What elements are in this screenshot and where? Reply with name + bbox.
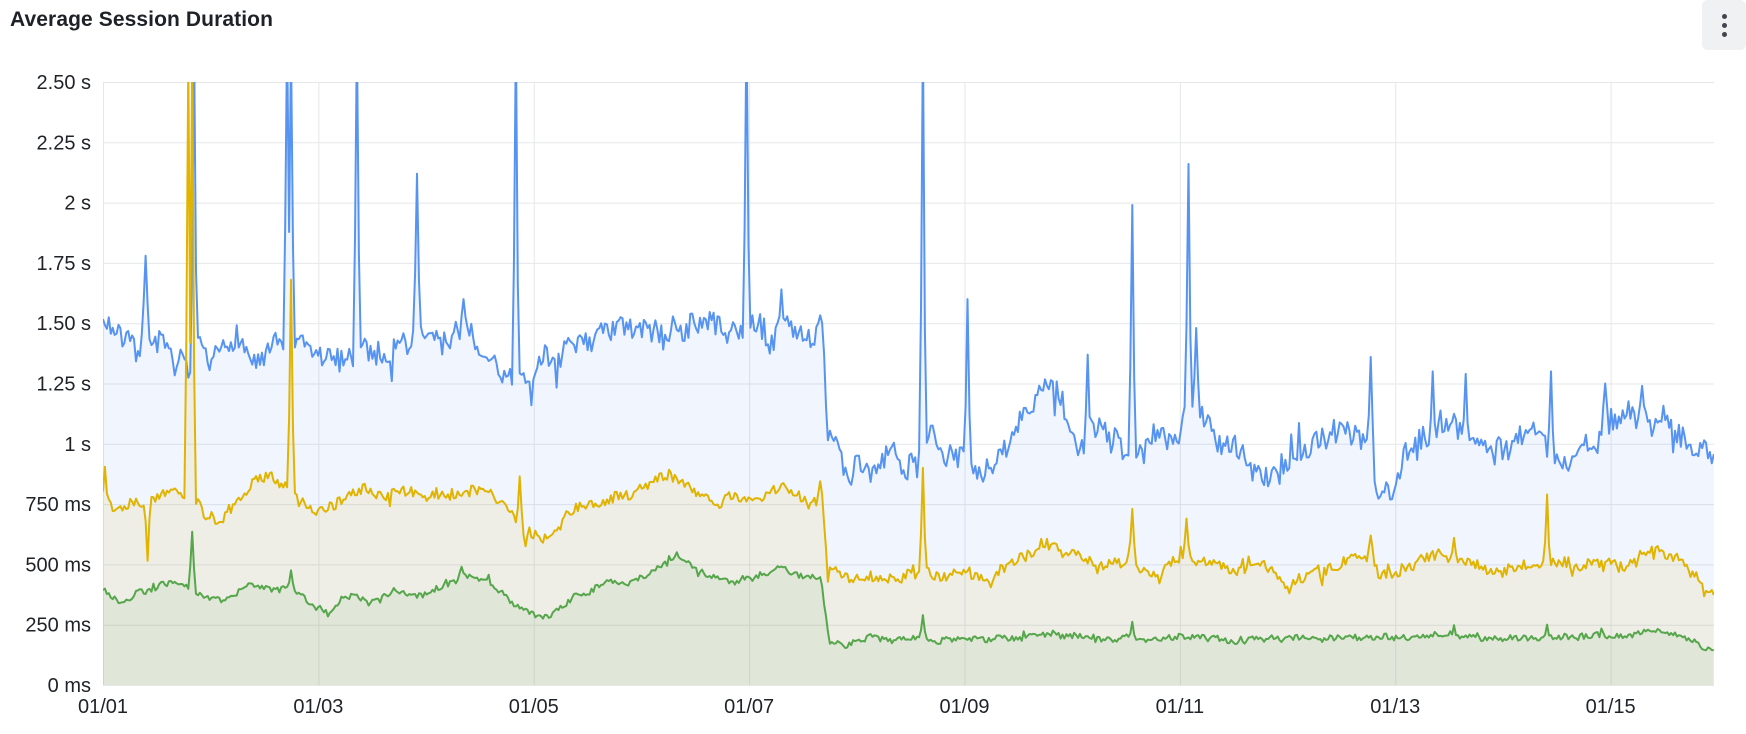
series-yellow-area — [103, 82, 1714, 685]
x-tick-label: 01/01 — [78, 696, 128, 718]
series-lines — [103, 82, 1714, 652]
x-tick-label: 01/09 — [939, 696, 989, 718]
y-tick-label: 2.50 s — [37, 72, 91, 94]
y-tick-label: 1.75 s — [37, 253, 91, 275]
kebab-menu-icon — [1721, 13, 1727, 37]
panel-menu-button[interactable] — [1702, 0, 1746, 50]
x-axis-labels: 01/01 01/03 01/05 01/07 01/09 01/11 01/13 01/15 — [78, 696, 1636, 718]
gridlines — [103, 82, 1714, 686]
y-tick-label: 1.25 s — [37, 374, 91, 396]
x-tick-label: 01/07 — [724, 696, 774, 718]
y-tick-label: 0 ms — [48, 675, 91, 697]
y-tick-label: 500 ms — [25, 554, 91, 576]
y-axis-labels: 0 ms 250 ms 500 ms 750 ms 1 s 1.25 s 1.50 s 1.7… — [25, 72, 91, 697]
y-tick-label: 250 ms — [25, 615, 91, 637]
series-blue-area — [103, 82, 1714, 685]
series-yellow-line — [103, 82, 1714, 598]
y-tick-label: 2.25 s — [37, 132, 91, 154]
x-tick-label: 01/05 — [509, 696, 559, 718]
x-tick-label: 01/03 — [293, 696, 343, 718]
series-blue-line — [103, 82, 1714, 501]
panel-title: Average Session Duration — [10, 8, 274, 31]
y-tick-label: 750 ms — [25, 494, 91, 516]
y-tick-label: 1 s — [64, 434, 91, 456]
x-tick-label: 01/11 — [1156, 696, 1205, 718]
y-tick-label: 1.50 s — [37, 313, 91, 335]
x-tick-label: 01/15 — [1586, 696, 1636, 718]
series-green-area — [103, 531, 1714, 685]
x-tick-label: 01/13 — [1370, 696, 1420, 718]
series-areas — [103, 82, 1714, 685]
panel-header: Average Session Duration — [0, 0, 1746, 52]
series-green-line — [103, 530, 1714, 652]
y-tick-label: 2 s — [64, 193, 91, 215]
